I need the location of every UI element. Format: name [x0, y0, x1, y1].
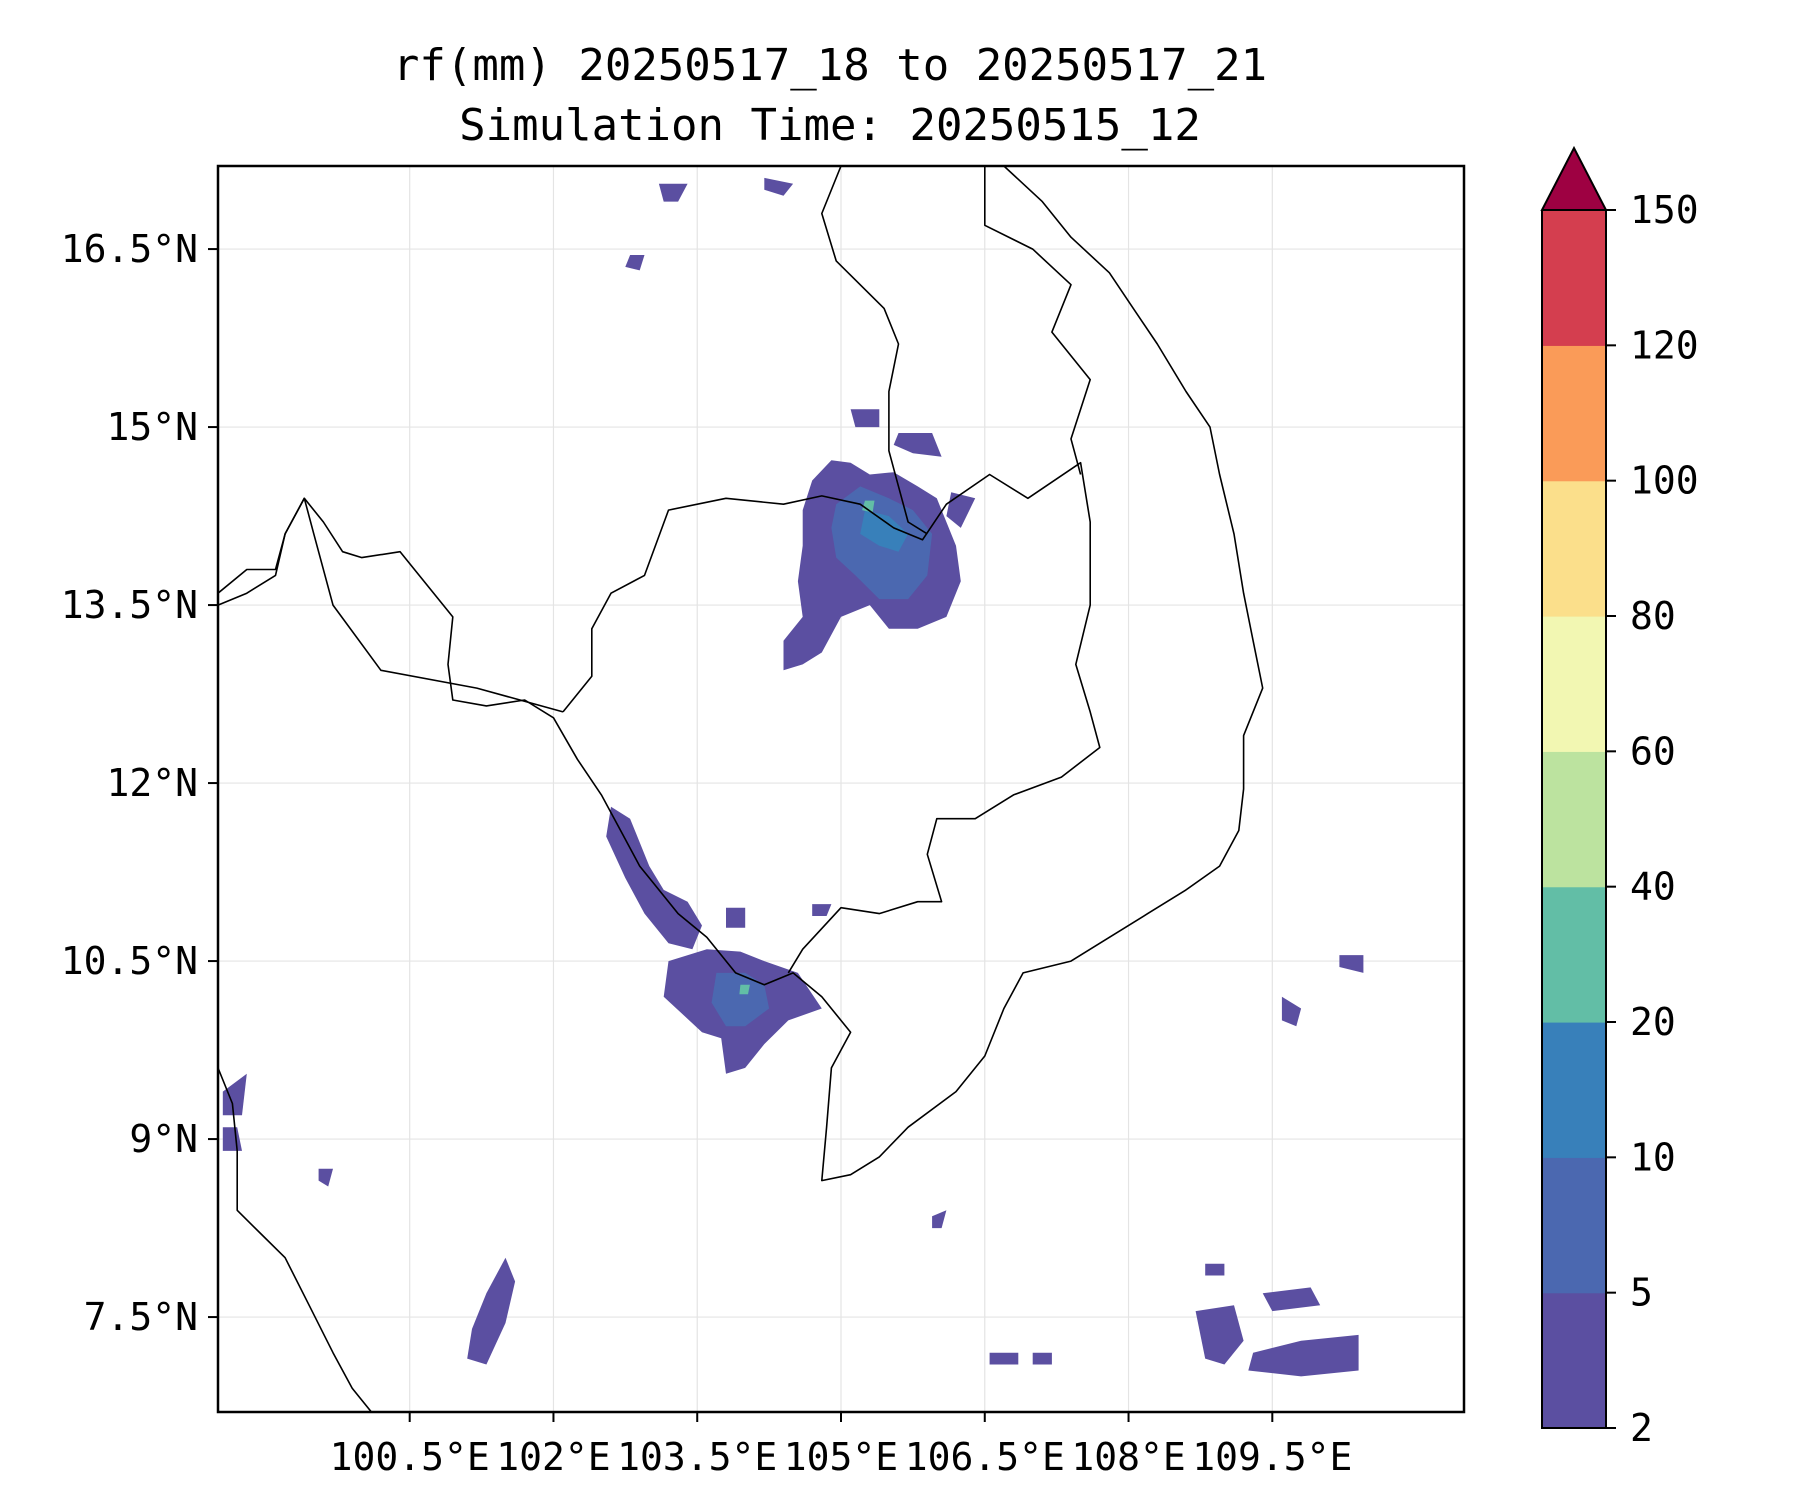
- lon-tick-label: 105°E: [784, 1435, 898, 1479]
- lat-tick-label: 7.5°N: [84, 1295, 198, 1339]
- rainfall-area: [711, 972, 770, 1027]
- colorbar-outline: [1541, 210, 1607, 1429]
- lon-tick-label: 100.5°E: [330, 1435, 490, 1479]
- rainfall-area: [812, 904, 832, 916]
- rainfall-area: [318, 1168, 333, 1187]
- rainfall-area: [1195, 1305, 1244, 1365]
- rainfall-area: [850, 409, 880, 428]
- lat-tick-label: 16.5°N: [61, 227, 198, 271]
- rainfall-area: [932, 1210, 947, 1229]
- coastline: [218, 166, 1264, 1182]
- colorbar-tick-label: 60: [1630, 729, 1676, 773]
- coastlines-and-borders: [218, 166, 1264, 1412]
- lat-tick-label: 9°N: [129, 1117, 198, 1161]
- rainfall-area: [946, 492, 976, 528]
- rainfall-area: [739, 984, 750, 995]
- title-line-1: rf(mm) 20250517_18 to 20250517_21: [392, 40, 1268, 91]
- colorbar-segment: [1542, 1292, 1606, 1429]
- rainfall-area: [989, 1352, 1019, 1365]
- rainfall-area: [726, 907, 746, 928]
- rainfall-area: [625, 255, 645, 271]
- colorbar: 2 5 10 20 40 60 80 100 120 150: [1540, 145, 1699, 1450]
- lon-tick-label: 106.5°E: [905, 1435, 1065, 1479]
- colorbar-segment: [1542, 480, 1606, 617]
- rainfall-area: [862, 500, 875, 513]
- colorbar-tick-label: 20: [1630, 1000, 1676, 1044]
- rainfall-area: [860, 510, 909, 552]
- coastline: [218, 1067, 373, 1412]
- rainfall-area: [658, 183, 688, 202]
- lat-tick-label: 13.5°N: [61, 583, 198, 627]
- rainfall-area: [1248, 1334, 1359, 1377]
- lon-tick-label: 102°E: [496, 1435, 610, 1479]
- rainfall-area: [467, 1257, 516, 1365]
- title-line-2: Simulation Time: 20250515_12: [459, 100, 1201, 151]
- map-title: rf(mm) 20250517_18 to 20250517_21 Simulat…: [0, 36, 1660, 156]
- lat-tick-label: 10.5°N: [61, 939, 198, 983]
- lon-tick-label: 103.5°E: [617, 1435, 777, 1479]
- colorbar-segment: [1542, 210, 1606, 346]
- rainfall-area: [222, 1073, 247, 1116]
- country-border: [562, 461, 1101, 974]
- colorbar-segment: [1542, 616, 1606, 752]
- lat-tick-label: 15°N: [106, 405, 198, 449]
- rainfall-area: [1032, 1352, 1052, 1365]
- colorbar-tick-label: 120: [1630, 323, 1699, 367]
- colorbar-segment: [1542, 886, 1606, 1023]
- colorbar-tick-label: 80: [1630, 594, 1676, 638]
- rainfall-area: [1262, 1287, 1321, 1312]
- country-border: [983, 166, 1091, 475]
- colorbar-tick-label: 100: [1630, 459, 1699, 503]
- lat-tick-label: 12°N: [106, 761, 198, 805]
- longitude-axis: 100.5°E 102°E 103.5°E 105°E 106.5°E 108°E 109.…: [330, 1412, 1352, 1479]
- country-border: [820, 166, 928, 535]
- rainfall-area: [1205, 1263, 1225, 1276]
- colorbar-segment: [1542, 1022, 1606, 1158]
- colorbar-tick-label: 2: [1630, 1406, 1653, 1450]
- colorbar-segment: [1542, 751, 1606, 888]
- latitude-axis: 16.5°N 15°N 13.5°N 12°N 10.5°N 9°N 7.5°N: [61, 227, 218, 1339]
- colorbar-segment: [1542, 1157, 1606, 1294]
- colorbar-segment: [1542, 345, 1606, 482]
- rainfall-area: [893, 433, 942, 457]
- rainfall-area: [1281, 996, 1302, 1027]
- colorbar-tick-label: 5: [1630, 1271, 1653, 1315]
- lon-tick-label: 108°E: [1071, 1435, 1185, 1479]
- colorbar-tick-label: 40: [1630, 865, 1676, 909]
- colorbar-tick-label: 150: [1630, 188, 1699, 232]
- rainfall-area: [1339, 955, 1364, 973]
- rainfall-area: [764, 177, 794, 196]
- country-border: [218, 497, 564, 713]
- colorbar-tick-label: 10: [1630, 1135, 1676, 1179]
- lon-tick-label: 109.5°E: [1192, 1435, 1352, 1479]
- colorbar-extend-arrow: [1540, 145, 1608, 211]
